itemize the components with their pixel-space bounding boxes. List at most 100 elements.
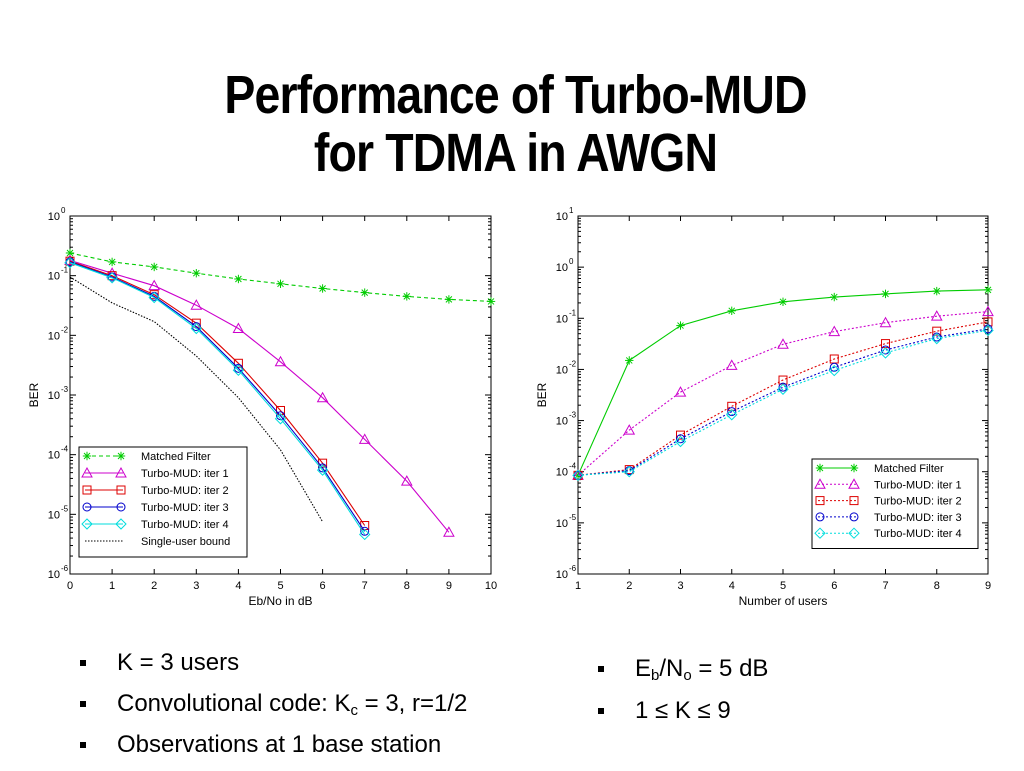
left-y-tick-label: 10 bbox=[48, 569, 60, 581]
left-series-1-point bbox=[444, 295, 454, 304]
right-legend-marker bbox=[814, 527, 826, 539]
right-legend-marker bbox=[849, 463, 859, 473]
right-legend-label: Turbo-MUD: iter 2 bbox=[874, 496, 962, 508]
bullet-square-icon bbox=[598, 666, 604, 672]
bullet-text-value: = 5 dB bbox=[691, 655, 769, 682]
left-legend-marker bbox=[115, 466, 127, 478]
bullet-observations: Observations at 1 base station bbox=[80, 730, 467, 771]
right-legend-marker bbox=[815, 463, 825, 473]
left-series-5-point bbox=[190, 322, 203, 335]
left-legend-marker bbox=[116, 502, 126, 512]
left-legend-marker bbox=[82, 451, 92, 461]
right-series-4-point bbox=[727, 407, 737, 417]
left-series-1-point bbox=[360, 288, 369, 297]
bullet-square-icon bbox=[80, 660, 86, 666]
left-series-2-point bbox=[274, 355, 287, 367]
left-series-2-point bbox=[316, 391, 329, 403]
right-y-tick-exponent: -4 bbox=[569, 462, 577, 471]
left-series-4-point bbox=[360, 526, 370, 536]
left-legend-marker bbox=[115, 518, 127, 530]
left-series-5-point bbox=[316, 464, 329, 476]
right-series-3-point bbox=[676, 430, 685, 440]
left-series-line-4 bbox=[69, 261, 366, 532]
bullet-text-n: /N bbox=[659, 655, 684, 682]
left-series-5-point bbox=[274, 413, 287, 425]
right-y-tick-exponent: 1 bbox=[569, 206, 574, 215]
left-series-5-point bbox=[358, 528, 371, 541]
left-series-1-point bbox=[107, 257, 117, 267]
left-y-tick-label: 10 bbox=[48, 390, 60, 402]
right-series-1-point bbox=[676, 321, 685, 330]
left-series-2-point bbox=[190, 299, 203, 310]
left-legend-label: Turbo-MUD: iter 3 bbox=[141, 502, 229, 514]
right-y-tick-label: 10 bbox=[556, 364, 568, 376]
bullet-code: Convolutional code: Kc = 3, r=1/2 bbox=[80, 689, 467, 730]
left-legend-marker bbox=[82, 485, 92, 495]
right-y-tick-label: 10 bbox=[556, 211, 568, 223]
right-series-2-point bbox=[623, 424, 636, 435]
bullet-text-sub-b: b bbox=[651, 667, 660, 684]
right-series-1-point bbox=[830, 292, 839, 302]
right-series-1-point bbox=[881, 289, 890, 299]
right-series-1-point bbox=[932, 286, 941, 296]
left-y-tick-label: 10 bbox=[48, 330, 60, 342]
right-y-tick-label: 10 bbox=[556, 416, 568, 428]
left-series-4-point bbox=[191, 322, 201, 332]
right-legend-marker bbox=[815, 512, 825, 522]
right-series-5-point bbox=[777, 383, 789, 395]
right-y-tick-exponent: -3 bbox=[569, 411, 577, 420]
right-y-tick-exponent: -2 bbox=[569, 359, 577, 368]
left-y-tick-label: 10 bbox=[48, 211, 60, 223]
right-x-tick-label: 5 bbox=[780, 580, 786, 592]
bullet-list-right: Eb/No = 5 dB 1 ≤ K ≤ 9 bbox=[598, 654, 768, 738]
bullet-text-pre: Convolutional code: K bbox=[117, 690, 351, 717]
left-series-2-point bbox=[400, 475, 413, 486]
right-series-5-point bbox=[572, 469, 584, 482]
left-y-tick-label: 10 bbox=[48, 271, 60, 283]
right-y-tick-exponent: -1 bbox=[569, 308, 577, 317]
left-legend-label: Matched Filter bbox=[141, 451, 211, 463]
right-legend-marker bbox=[848, 527, 860, 539]
left-y-tick-exponent: -1 bbox=[61, 266, 69, 275]
left-y-tick-exponent: 0 bbox=[61, 206, 66, 215]
right-y-tick-label: 10 bbox=[556, 569, 568, 581]
left-series-4-point bbox=[318, 463, 328, 473]
right-series-4-point bbox=[778, 382, 788, 392]
left-legend-marker bbox=[81, 466, 93, 478]
left-x-tick-label: 1 bbox=[109, 580, 115, 592]
left-y-tick-exponent: -6 bbox=[61, 564, 69, 573]
left-series-5-point bbox=[148, 291, 160, 304]
right-series-1-point bbox=[778, 297, 788, 307]
right-series-line-1 bbox=[577, 289, 989, 476]
slide-title-line-2: for TDMA in AWGN bbox=[313, 123, 718, 183]
right-series-4-point bbox=[881, 345, 890, 355]
left-series-2-point bbox=[148, 279, 161, 291]
bullet-text-post: = 3, r=1/2 bbox=[357, 690, 468, 717]
left-series-1-point bbox=[318, 284, 327, 293]
bullet-text-e: E bbox=[635, 655, 652, 682]
right-legend-marker bbox=[814, 478, 826, 489]
right-x-tick-label: 4 bbox=[729, 580, 735, 592]
bullet-ebno: Eb/No = 5 dB bbox=[598, 654, 768, 696]
left-x-tick-label: 5 bbox=[277, 580, 283, 592]
right-series-3-point bbox=[932, 326, 942, 336]
left-x-tick-label: 10 bbox=[485, 580, 497, 592]
right-legend-label: Turbo-MUD: iter 4 bbox=[874, 528, 962, 540]
right-legend-marker bbox=[849, 512, 859, 522]
right-y-tick-exponent: 0 bbox=[569, 257, 574, 266]
left-x-tick-label: 2 bbox=[151, 580, 157, 592]
left-series-1-point bbox=[192, 268, 201, 278]
right-x-tick-label: 8 bbox=[934, 580, 940, 592]
right-x-tick-label: 2 bbox=[626, 580, 632, 592]
right-y-tick-label: 10 bbox=[556, 262, 568, 274]
left-legend-label: Turbo-MUD: iter 4 bbox=[141, 519, 229, 531]
right-y-tick-label: 10 bbox=[556, 467, 568, 479]
left-series-2-point bbox=[232, 322, 245, 334]
right-y-tick-exponent: -5 bbox=[569, 513, 577, 522]
left-series-1-point bbox=[234, 274, 243, 284]
left-series-5-point bbox=[106, 272, 118, 284]
right-x-tick-label: 1 bbox=[575, 580, 581, 592]
left-x-tick-label: 8 bbox=[404, 580, 410, 592]
right-x-tick-label: 3 bbox=[677, 580, 683, 592]
right-y-axis-label: BER bbox=[535, 382, 549, 407]
